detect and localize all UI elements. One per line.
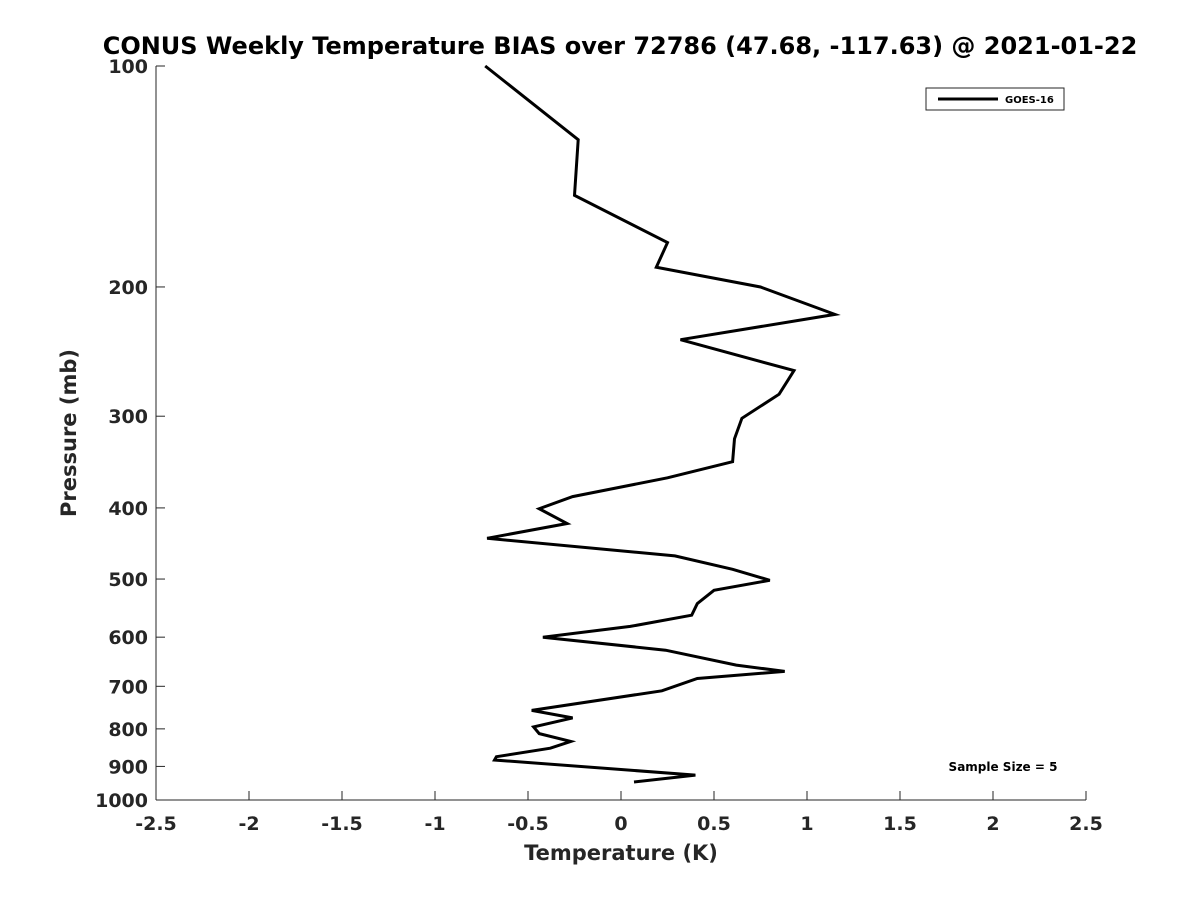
x-tick-label: 0 (614, 813, 627, 835)
y-tick-label: 400 (108, 498, 148, 520)
x-tick-label: -1.5 (321, 813, 363, 835)
y-tick-label: 300 (108, 406, 148, 428)
y-tick-label: 500 (108, 569, 148, 591)
y-tick-label: 1000 (95, 790, 148, 812)
x-tick-label: 0.5 (697, 813, 731, 835)
y-tick-label: 600 (108, 627, 148, 649)
x-tick-label: -2.5 (135, 813, 177, 835)
x-tick-label: 1 (800, 813, 813, 835)
y-tick-label: 200 (108, 277, 148, 299)
x-ticks: -2.5 -2 -1.5 -1 -0.5 0 0.5 1 1.5 2 2.5 (135, 791, 1103, 835)
y-tick-label: 100 (108, 56, 148, 78)
y-ticks: 100 200 300 400 500 600 700 800 900 1000 (95, 56, 165, 812)
y-tick-label: 700 (108, 676, 148, 698)
series-layer (484, 64, 841, 784)
x-tick-label: -2 (238, 813, 259, 835)
y-tick-label: 800 (108, 719, 148, 741)
x-tick-label: 2.5 (1069, 813, 1103, 835)
x-tick-label: 2 (986, 813, 999, 835)
sample-size-annotation: Sample Size = 5 (949, 760, 1058, 774)
series-line-goes-16 (484, 64, 841, 784)
chart-title: CONUS Weekly Temperature BIAS over 72786… (103, 32, 1138, 60)
x-tick-label: 1.5 (883, 813, 917, 835)
x-tick-label: -0.5 (507, 813, 549, 835)
y-axis-label: Pressure (mb) (57, 349, 81, 517)
y-tick-label: 900 (108, 756, 148, 778)
legend: GOES-16 (925, 87, 1065, 111)
plot-area: -2.5 -2 -1.5 -1 -0.5 0 0.5 1 1.5 2 2.5 100 200 300 40… (95, 56, 1103, 835)
legend-entry-goes-16: GOES-16 (1005, 95, 1054, 106)
x-axis-label: Temperature (K) (524, 841, 718, 865)
x-tick-label: -1 (424, 813, 445, 835)
